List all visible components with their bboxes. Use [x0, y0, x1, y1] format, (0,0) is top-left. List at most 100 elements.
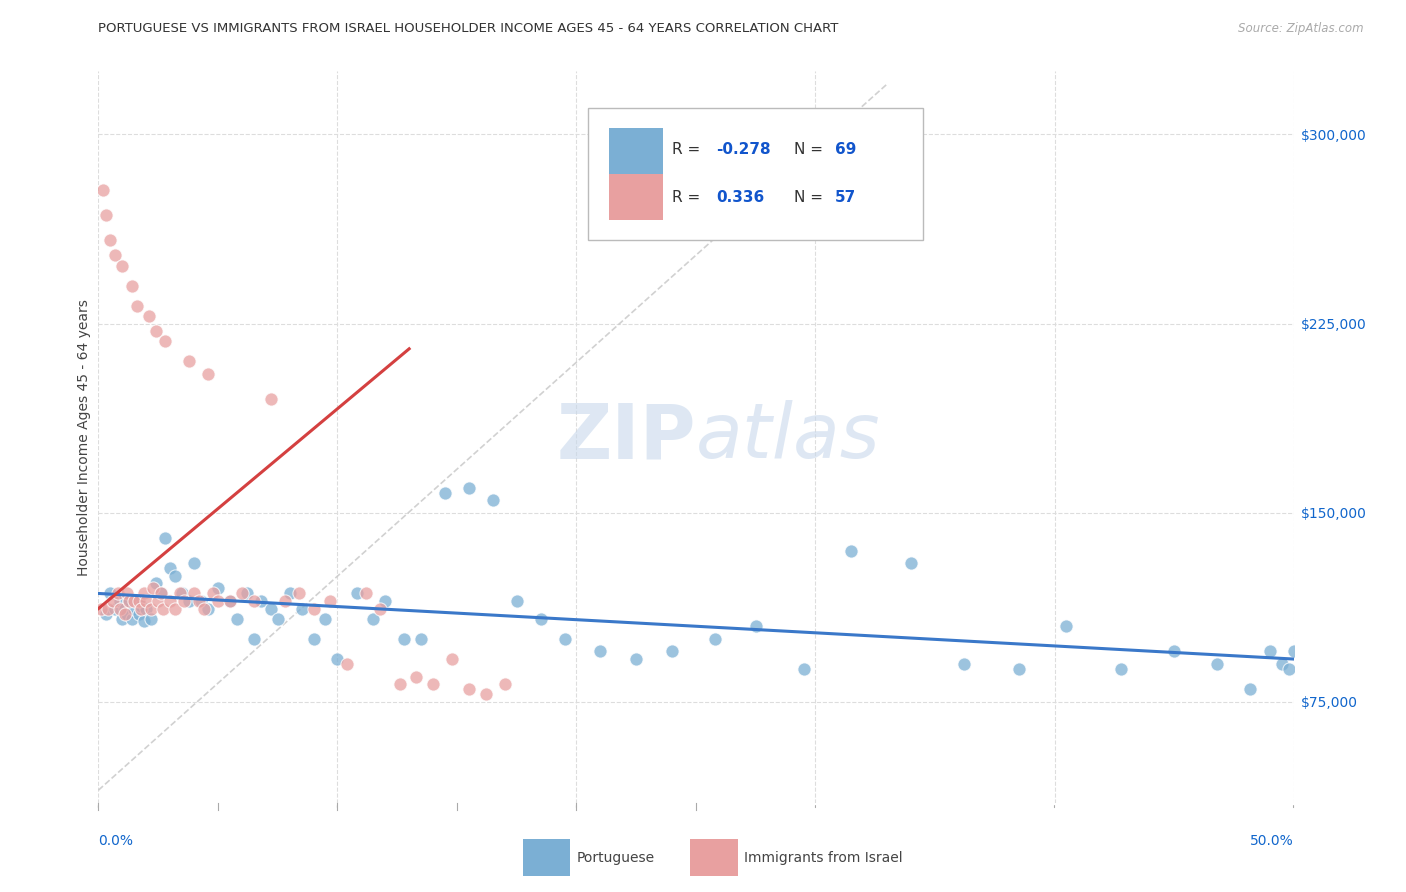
Point [1054, 619, 1078, 633]
Point [131, 601, 153, 615]
Point [149, 586, 172, 600]
Point [374, 594, 396, 608]
Point [124, 601, 146, 615]
Point [745, 619, 768, 633]
Point [97, 601, 120, 615]
Point [187, 594, 209, 608]
Point [197, 367, 219, 381]
Point [554, 632, 576, 646]
Point [405, 670, 427, 684]
Point [274, 594, 297, 608]
Point [1258, 644, 1281, 658]
Point [135, 601, 157, 615]
Point [155, 334, 177, 349]
Point [370, 601, 392, 615]
Point [1271, 657, 1294, 671]
Point [104, 248, 127, 262]
Point [148, 594, 170, 608]
Point [388, 677, 411, 691]
Point [1239, 682, 1261, 697]
Point [422, 677, 444, 691]
Point [207, 594, 229, 608]
Point [132, 586, 155, 600]
Text: Source: ZipAtlas.com: Source: ZipAtlas.com [1239, 22, 1364, 36]
Point [193, 601, 215, 615]
Point [1278, 662, 1301, 676]
Point [219, 594, 242, 608]
Point [155, 531, 177, 545]
Point [142, 582, 165, 596]
Point [183, 556, 205, 570]
Point [219, 594, 242, 608]
Point [108, 594, 131, 608]
Point [183, 586, 205, 600]
Point [159, 594, 181, 608]
Point [172, 586, 194, 600]
Point [626, 652, 648, 666]
Point [494, 677, 516, 691]
Point [207, 582, 229, 596]
Point [179, 354, 201, 368]
Point [98, 233, 122, 247]
Point [159, 561, 181, 575]
Point [128, 594, 150, 608]
Point [291, 601, 314, 615]
Point [336, 657, 359, 671]
Point [91, 183, 114, 197]
Point [394, 632, 416, 646]
FancyBboxPatch shape [609, 175, 662, 219]
Point [163, 601, 186, 615]
Point [114, 601, 136, 615]
Point [411, 632, 433, 646]
Text: 57: 57 [835, 190, 856, 204]
Point [661, 644, 683, 658]
Point [111, 612, 134, 626]
Point [108, 601, 131, 615]
Point [704, 632, 727, 646]
Point [94, 607, 117, 621]
Point [149, 586, 172, 600]
Point [202, 586, 225, 600]
Point [1206, 657, 1229, 671]
Text: N =: N = [794, 142, 828, 157]
Point [124, 594, 146, 608]
Point [952, 657, 974, 671]
Point [841, 543, 863, 558]
Point [121, 278, 143, 293]
Point [115, 607, 138, 621]
Point [243, 632, 266, 646]
Point [267, 612, 290, 626]
Point [104, 601, 127, 615]
FancyBboxPatch shape [690, 839, 738, 876]
Text: Portuguese: Portuguese [576, 851, 655, 864]
Point [169, 586, 191, 600]
Point [231, 586, 253, 600]
Point [235, 586, 257, 600]
Point [131, 599, 153, 613]
Point [128, 607, 150, 621]
Text: -0.278: -0.278 [716, 142, 770, 157]
Point [900, 556, 922, 570]
Point [226, 612, 249, 626]
Text: 69: 69 [835, 142, 856, 157]
Point [319, 594, 342, 608]
Text: ZIP: ZIP [557, 401, 696, 474]
Point [121, 612, 143, 626]
Text: R =: R = [672, 190, 710, 204]
Text: Immigrants from Israel: Immigrants from Israel [744, 851, 903, 864]
Point [250, 594, 273, 608]
Point [139, 612, 162, 626]
Point [135, 594, 157, 608]
Point [125, 594, 148, 608]
FancyBboxPatch shape [609, 128, 662, 174]
Point [326, 652, 349, 666]
Point [433, 485, 456, 500]
Text: 0.336: 0.336 [716, 190, 765, 204]
Point [138, 309, 160, 323]
Point [98, 586, 122, 600]
Point [1007, 662, 1029, 676]
FancyBboxPatch shape [523, 839, 571, 876]
Point [302, 632, 325, 646]
Point [145, 324, 167, 338]
Point [125, 299, 148, 313]
